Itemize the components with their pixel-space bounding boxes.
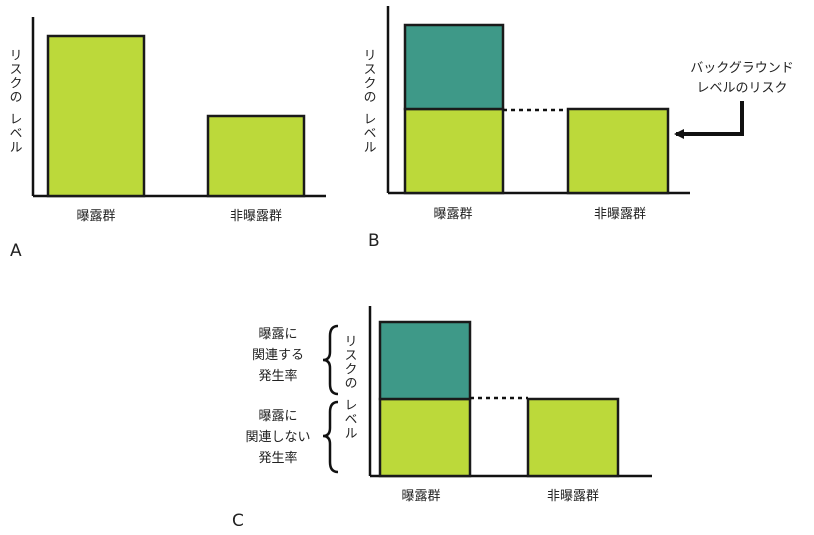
panel-c-top-brace — [322, 324, 339, 396]
panel-c-bottom-brace — [322, 400, 339, 474]
panel-c-bar-exposed-attributable — [378, 320, 472, 401]
panel-b-bar-exposed-attributable — [403, 23, 505, 111]
panel-a-category-exposed: 曝露群 — [76, 209, 115, 224]
panel-b-bar-exposed-background — [403, 107, 505, 195]
panel-c-bottom-note-line2: 関連しない — [245, 430, 310, 445]
panel-c: リスクの レベル 曝露に 関連する 発生率 曝露に 関連しない 発生率 曝露群 … — [232, 306, 652, 531]
panel-c-top-note-line1: 曝露に — [258, 327, 297, 342]
panel-b: リスクの レベル バックグラウンド レベルのリスク 曝露群 非曝露群 B — [361, 6, 794, 251]
panel-c-letter: C — [232, 511, 244, 531]
panel-a-bar-exposed-background — [46, 34, 146, 198]
panel-c-bottom-note-line3: 発生率 — [258, 450, 297, 466]
panel-a: リスクの レベル 曝露群 非曝露群 A — [7, 17, 326, 261]
panel-c-category-unexposed: 非曝露群 — [547, 489, 599, 504]
panel-c-bottom-note-line1: 曝露に — [258, 409, 297, 424]
panel-b-category-unexposed: 非曝露群 — [594, 207, 646, 222]
panel-b-ylabel-line2: レベル — [361, 112, 377, 154]
panel-a-category-unexposed: 非曝露群 — [230, 209, 282, 224]
panel-b-callout-line2: レベルのリスク — [696, 81, 787, 96]
panel-b-callout-line1: バックグラウンド — [690, 61, 793, 76]
panel-c-top-note-line2: 関連する — [252, 348, 304, 363]
panel-a-ylabel-line2: レベル — [7, 112, 23, 154]
panel-b-letter: B — [368, 231, 380, 251]
panel-b-category-exposed: 曝露群 — [433, 207, 472, 222]
panel-c-ylabel-line1: リスクの — [342, 334, 357, 390]
panel-a-bar-unexposed-background — [206, 114, 306, 198]
panel-c-bar-exposed-background — [378, 397, 472, 478]
panel-b-bar-unexposed-background — [566, 107, 670, 195]
panel-a-letter: A — [10, 241, 22, 261]
panel-b-callout-arrow — [674, 101, 744, 139]
panel-b-ylabel-line1: リスクの — [361, 48, 376, 104]
panel-c-bar-unexposed-background — [526, 397, 620, 478]
panel-c-category-exposed: 曝露群 — [401, 489, 440, 504]
panel-a-ylabel-line1: リスクの — [7, 48, 22, 104]
panel-c-ylabel-line2: レベル — [342, 398, 358, 440]
panel-c-top-note-line3: 発生率 — [258, 368, 297, 384]
